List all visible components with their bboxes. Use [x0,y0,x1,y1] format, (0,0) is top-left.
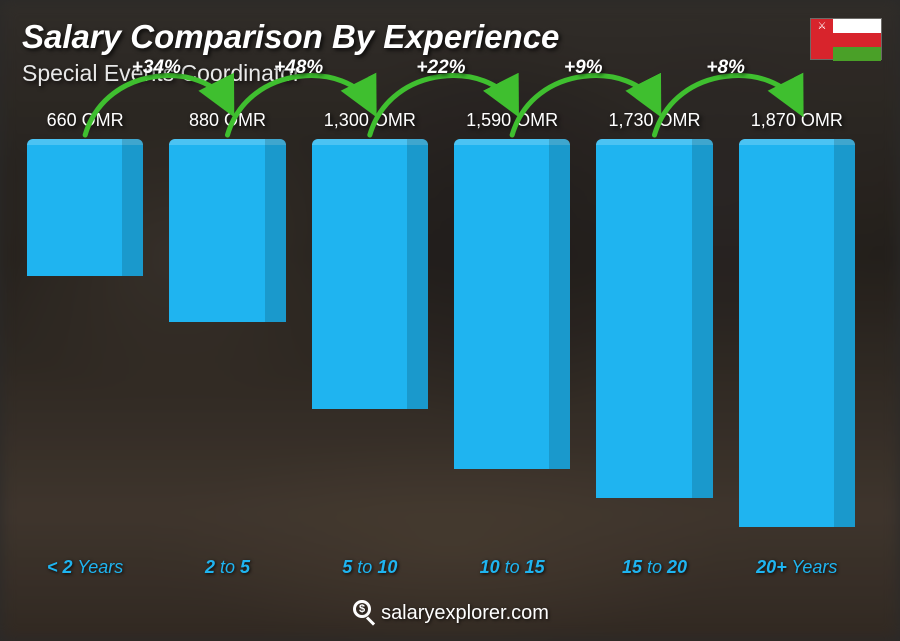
bar-column: 880 OMR [164,110,290,551]
growth-arc-label: +8% [706,57,745,79]
bar [169,139,285,322]
bar [454,139,570,469]
page-title: Salary Comparison By Experience [22,18,559,56]
flag-emblem-icon: ⚔ [814,21,830,33]
bar [27,139,143,276]
x-axis-label: 20+ Years [734,557,860,581]
bar-column: 1,590 OMR [449,110,575,551]
bar-column: 1,870 OMR [734,110,860,551]
bar [596,139,712,498]
brand-logo: $ salaryexplorer.com [351,600,549,626]
magnifier-dollar-icon: $ [351,600,377,626]
x-axis-label: 5 to 10 [307,557,433,581]
flag-stripe-green [833,47,881,61]
bar-column: 1,730 OMR [591,110,717,551]
page-subtitle: Special Events Coordinator [22,60,301,87]
bar-column: 1,300 OMR [307,110,433,551]
bar-value-label: 1,300 OMR [324,110,416,131]
growth-arc-label: +9% [564,57,603,79]
x-axis-label: 15 to 20 [591,557,717,581]
bar [739,139,855,527]
bars-area: 660 OMR 880 OMR 1,300 OMR 1,590 OMR 1,730 OM… [22,110,860,551]
growth-arc-label: +22% [416,57,465,79]
country-flag-oman: ⚔ [810,18,882,60]
x-axis-label: < 2 Years [22,557,148,581]
x-axis-labels: < 2 Years 2 to 5 5 to 10 10 to 15 15 to 20 20… [22,557,860,581]
x-axis-label: 10 to 15 [449,557,575,581]
bar-value-label: 1,730 OMR [608,110,700,131]
bar [312,139,428,409]
chart-container: Salary Comparison By Experience Special … [0,0,900,641]
bar-value-label: 1,590 OMR [466,110,558,131]
bar-value-label: 1,870 OMR [751,110,843,131]
flag-stripe-white [833,19,881,33]
bar-value-label: 660 OMR [47,110,124,131]
bar-chart: 660 OMR 880 OMR 1,300 OMR 1,590 OMR 1,730 OM… [22,110,860,581]
brand-name: salaryexplorer [381,602,506,624]
x-axis-label: 2 to 5 [164,557,290,581]
brand-tld: .com [506,602,549,624]
bar-value-label: 880 OMR [189,110,266,131]
flag-stripe-red [833,33,881,47]
bar-column: 660 OMR [22,110,148,551]
footer: $ salaryexplorer.com [0,600,900,631]
